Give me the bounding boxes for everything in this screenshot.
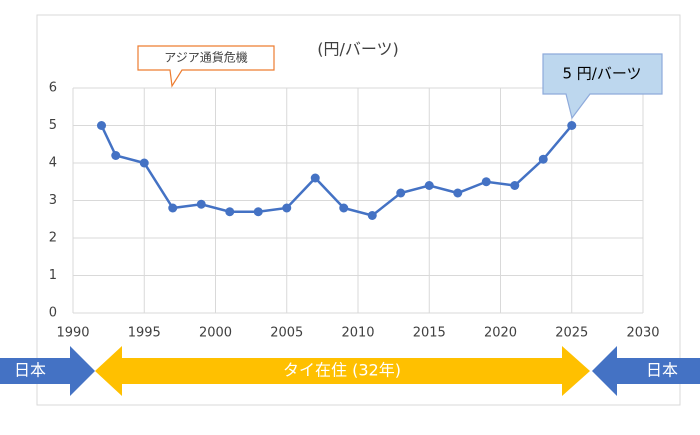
x-tick-label: 2010 bbox=[341, 326, 374, 341]
data-point bbox=[225, 207, 235, 217]
y-tick-label: 0 bbox=[49, 306, 57, 321]
data-point bbox=[196, 199, 206, 209]
y-tick-label: 5 bbox=[49, 118, 57, 133]
data-point bbox=[111, 151, 121, 160]
data-point bbox=[139, 158, 149, 168]
data-point bbox=[481, 177, 491, 187]
chart-title: (円/バーツ) bbox=[317, 40, 399, 59]
data-point bbox=[453, 188, 463, 198]
data-point bbox=[310, 173, 320, 183]
data-point bbox=[567, 121, 577, 130]
x-tick-label: 2005 bbox=[270, 326, 303, 341]
timeline-arrow bbox=[0, 346, 95, 396]
annotation: 5 円/バーツ bbox=[562, 65, 641, 83]
data-point bbox=[367, 211, 377, 220]
x-tick-label: 1990 bbox=[56, 326, 89, 341]
data-point bbox=[253, 207, 263, 217]
timeline-label: タイ在住 (32年) bbox=[283, 361, 401, 380]
y-tick-label: 4 bbox=[49, 156, 57, 171]
data-point bbox=[168, 203, 178, 213]
x-tick-label: 2015 bbox=[413, 326, 446, 341]
annotation: アジア通貨危機 bbox=[164, 50, 248, 65]
x-tick-label: 2025 bbox=[555, 326, 588, 341]
x-tick-label: 2020 bbox=[484, 326, 517, 341]
x-tick-label: 2000 bbox=[199, 326, 232, 341]
data-point bbox=[396, 188, 406, 198]
data-line bbox=[100, 124, 573, 217]
y-tick-label: 1 bbox=[49, 268, 57, 283]
timeline-label: 日本 bbox=[14, 361, 46, 380]
callout-box bbox=[137, 45, 275, 88]
data-point bbox=[510, 181, 520, 190]
y-tick-label: 2 bbox=[49, 231, 57, 246]
data-point bbox=[339, 203, 349, 213]
x-tick-label: 2030 bbox=[626, 326, 659, 341]
timeline-arrow bbox=[592, 346, 700, 396]
data-point bbox=[97, 121, 106, 130]
x-tick-label: 1995 bbox=[128, 326, 161, 341]
timeline-arrow bbox=[95, 346, 590, 396]
timeline-label: 日本 bbox=[646, 361, 678, 380]
y-tick-label: 6 bbox=[49, 81, 57, 96]
callout-box bbox=[542, 53, 663, 120]
data-point bbox=[282, 203, 292, 213]
data-point bbox=[538, 154, 548, 164]
y-tick-label: 3 bbox=[49, 193, 57, 208]
data-point bbox=[424, 181, 434, 190]
